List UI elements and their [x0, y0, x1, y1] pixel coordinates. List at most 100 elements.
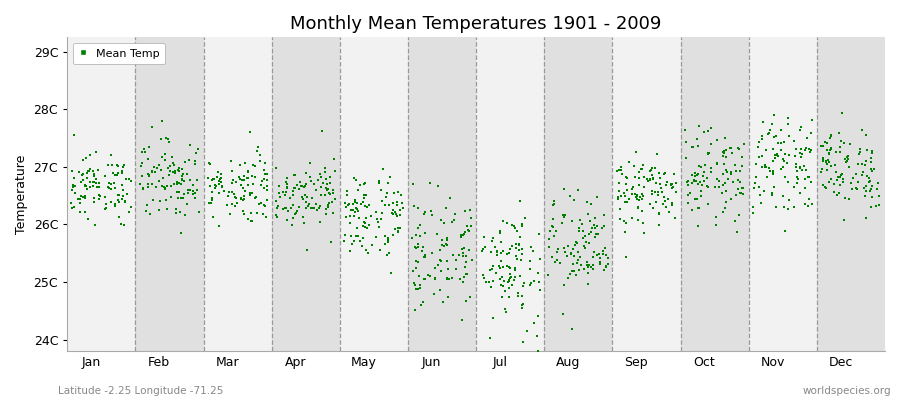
Point [326, 210, 340, 216]
Point [68, 183, 83, 189]
Point [212, 180, 227, 187]
Point [502, 265, 517, 271]
Point [98, 173, 112, 180]
Point [357, 220, 372, 226]
Point [584, 264, 598, 270]
Point [549, 228, 563, 234]
Point [463, 294, 477, 300]
Point [553, 260, 567, 266]
Text: worldspecies.org: worldspecies.org [803, 386, 891, 396]
Point [297, 220, 311, 226]
Point [727, 218, 742, 225]
Point [256, 211, 270, 217]
Point [104, 181, 119, 187]
Point [710, 176, 724, 182]
Point [208, 184, 222, 191]
Point [207, 176, 221, 182]
Point [247, 162, 261, 168]
Point [346, 201, 361, 207]
Point [541, 272, 555, 278]
Point [542, 236, 556, 243]
Point [227, 191, 241, 197]
Point [781, 206, 796, 213]
Point [347, 213, 362, 219]
Point [358, 203, 373, 210]
Point [410, 258, 424, 264]
Point [280, 185, 294, 192]
Point [66, 181, 80, 188]
Point [110, 172, 124, 178]
Point [704, 141, 718, 148]
Point [767, 112, 781, 118]
Point [220, 193, 235, 199]
Point [428, 265, 442, 272]
Point [507, 223, 521, 230]
Point [104, 152, 118, 158]
Point [414, 302, 428, 308]
Point [561, 275, 575, 282]
Point [171, 194, 185, 201]
Point [735, 190, 750, 197]
Point [651, 189, 665, 196]
Point [565, 218, 580, 224]
Point [92, 196, 106, 202]
Point [104, 186, 119, 192]
Point [99, 200, 113, 207]
Point [434, 217, 448, 224]
Point [164, 194, 178, 200]
Point [792, 190, 806, 196]
Point [347, 198, 362, 205]
Point [313, 218, 328, 225]
Point [346, 207, 360, 213]
Point [376, 166, 391, 172]
Point [824, 176, 838, 182]
Point [170, 167, 184, 173]
Point [321, 199, 336, 206]
Point [577, 266, 591, 272]
Point [520, 327, 535, 334]
Point [406, 181, 420, 187]
Point [841, 156, 855, 162]
Point [564, 250, 579, 256]
Point [137, 146, 151, 152]
Point [863, 188, 878, 194]
Text: Latitude -2.25 Longitude -71.25: Latitude -2.25 Longitude -71.25 [58, 386, 224, 396]
Point [781, 179, 796, 185]
Point [410, 205, 425, 212]
Point [769, 152, 783, 158]
Point [310, 177, 325, 183]
Point [717, 150, 732, 156]
Point [793, 127, 807, 134]
Point [299, 181, 313, 187]
Point [304, 205, 319, 211]
Point [510, 292, 525, 299]
Point [858, 162, 872, 168]
Point [508, 274, 523, 280]
Point [501, 250, 516, 256]
Point [760, 164, 774, 170]
Point [202, 200, 216, 206]
Point [802, 146, 816, 152]
Point [747, 185, 761, 192]
Point [442, 276, 456, 283]
Point [829, 169, 843, 175]
Point [338, 204, 353, 210]
Point [245, 172, 259, 179]
Point [459, 253, 473, 260]
Point [175, 176, 189, 183]
Point [709, 161, 724, 167]
Point [355, 242, 369, 249]
Point [136, 186, 150, 192]
Point [155, 154, 169, 161]
Point [804, 179, 818, 185]
Point [311, 204, 326, 211]
Point [233, 176, 248, 182]
Point [88, 222, 103, 228]
Point [410, 225, 425, 232]
Point [298, 183, 312, 190]
Point [408, 243, 422, 250]
Point [763, 127, 778, 133]
Point [188, 161, 202, 167]
Point [688, 178, 703, 184]
Point [417, 276, 431, 282]
